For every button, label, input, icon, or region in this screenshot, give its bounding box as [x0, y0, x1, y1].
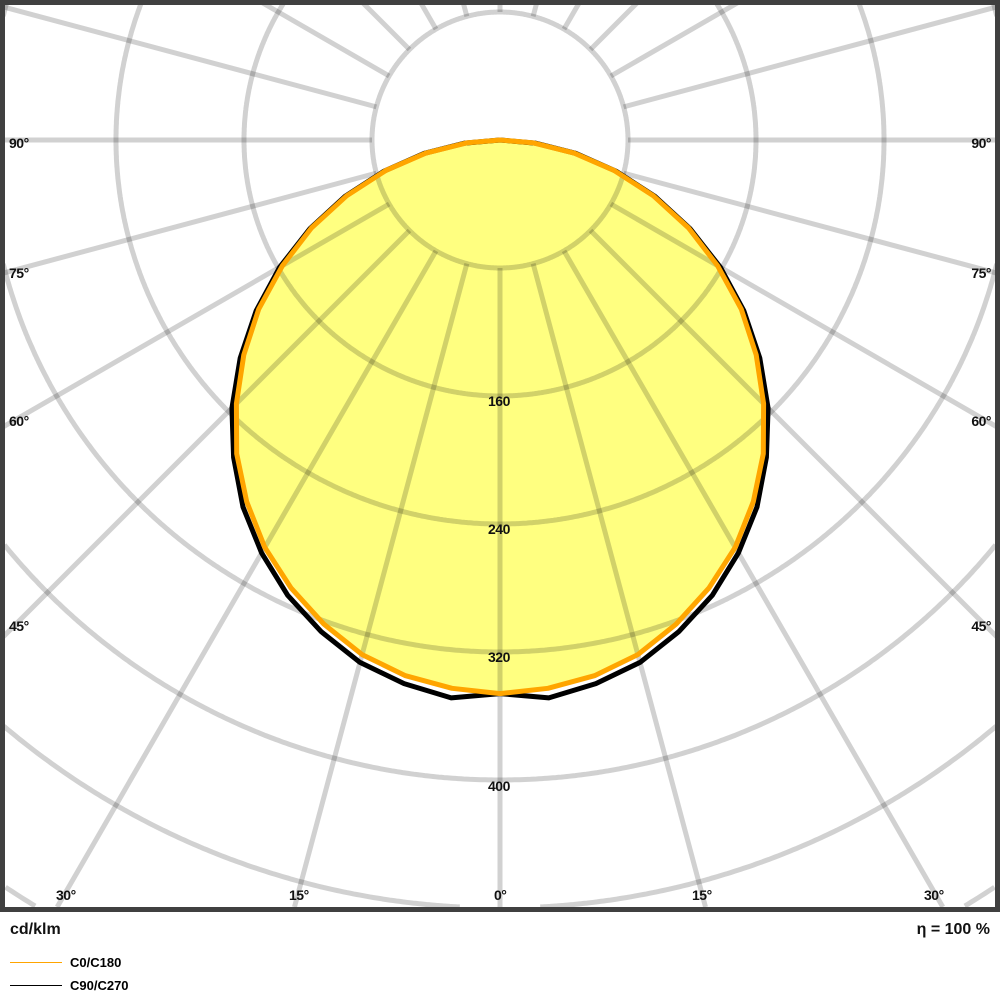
grid-ray: [561, 249, 945, 909]
efficiency-label: η = 100 %: [916, 921, 990, 938]
legend-label: C0/C180: [70, 954, 122, 970]
grid-ray: [609, 201, 999, 430]
radial-tick-label: 400: [488, 778, 510, 794]
angle-label: 75°: [9, 265, 29, 281]
grid: [0, 0, 1000, 910]
plot-frame: [0, 0, 1000, 912]
grid-ray: [530, 262, 708, 908]
angle-label: 45°: [971, 618, 991, 634]
grid-circle: [369, 9, 631, 271]
grid-ray: [622, 170, 998, 276]
grid-circle: [241, 2, 759, 399]
angle-label: 15°: [692, 887, 712, 903]
angle-label: 15°: [289, 887, 309, 903]
angle-label: 75°: [971, 265, 991, 281]
legend-swatch-orange: [10, 961, 62, 963]
grid-ray: [622, 4, 998, 110]
grid-ray: [588, 228, 999, 639]
grid-ray: [588, 1, 639, 52]
radial-tick-label: 160: [488, 393, 510, 409]
radial-tick-label: 320: [488, 649, 510, 665]
legend-swatch-black: [10, 984, 62, 986]
angle-label: 30°: [924, 887, 944, 903]
grid-ray: [460, 2, 470, 18]
series-line-c0-c180: [233, 137, 767, 697]
angle-label: 60°: [971, 413, 991, 429]
radial-tick-label: 240: [488, 521, 510, 537]
grid-ray: [361, 1, 412, 52]
grid-ray: [2, 4, 378, 110]
angle-label: 60°: [9, 413, 29, 429]
grid-circle: [2, 724, 998, 910]
grid-ray: [609, 0, 739, 79]
legend-label: C90/C270: [70, 977, 129, 993]
grid-ray: [292, 262, 470, 908]
distribution-fill: [236, 140, 764, 694]
grid-circle: [113, 3, 887, 527]
grid-ray: [55, 249, 439, 909]
legend-item-c90: C90/C270: [10, 975, 129, 995]
grid-ray: [2, 170, 378, 276]
grid-ray: [261, 0, 391, 79]
angle-label: 90°: [971, 135, 991, 151]
grid-circle: [2, 543, 998, 783]
unit-label: cd/klm: [10, 921, 61, 938]
grid-ray: [530, 2, 540, 18]
grid-circle: [4, 885, 996, 909]
angle-label: 45°: [9, 618, 29, 634]
grid-ray: [418, 1, 439, 31]
polar-chart: [0, 0, 1000, 912]
fill-layer: [236, 140, 764, 694]
angle-label: 90°: [9, 135, 29, 151]
angle-label: 30°: [56, 887, 76, 903]
grid-ray: [1, 228, 412, 639]
grid-ray: [1, 201, 391, 430]
angle-label: 0°: [494, 887, 507, 903]
curves: [229, 137, 771, 701]
grid-ray: [561, 1, 582, 31]
legend-item-c0: C0/C180: [10, 952, 121, 972]
